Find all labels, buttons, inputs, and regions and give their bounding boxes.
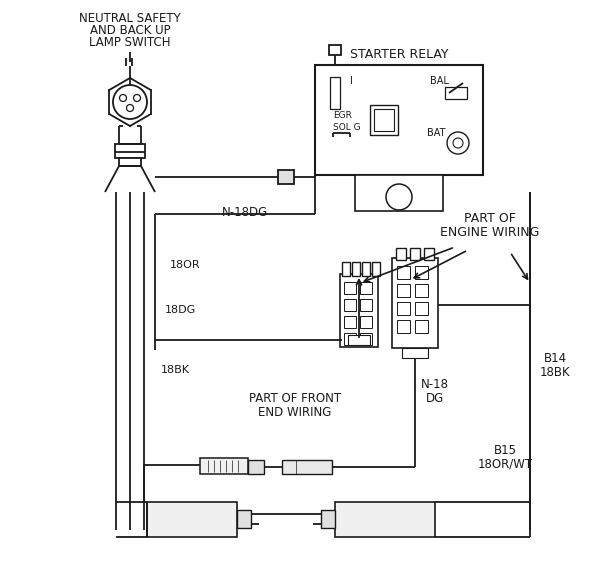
Bar bbox=[415, 302, 428, 315]
Bar bbox=[321, 510, 335, 528]
Bar bbox=[344, 333, 356, 345]
Bar bbox=[362, 262, 370, 276]
Bar bbox=[415, 320, 428, 333]
Bar bbox=[397, 284, 410, 297]
Text: 18OR/WT: 18OR/WT bbox=[477, 457, 533, 470]
Bar bbox=[410, 248, 420, 260]
Bar bbox=[415, 266, 428, 279]
Text: AND BACK UP: AND BACK UP bbox=[89, 23, 170, 36]
Text: LAMP SWITCH: LAMP SWITCH bbox=[89, 36, 170, 49]
Bar bbox=[147, 502, 237, 537]
Bar bbox=[342, 262, 350, 276]
Bar bbox=[355, 175, 443, 211]
Bar bbox=[344, 282, 356, 294]
Bar bbox=[360, 299, 372, 311]
Bar bbox=[340, 274, 378, 347]
Text: STARTER RELAY: STARTER RELAY bbox=[350, 49, 448, 61]
Bar bbox=[397, 266, 410, 279]
Text: ENGINE WIRING: ENGINE WIRING bbox=[440, 225, 540, 239]
Bar bbox=[335, 502, 435, 537]
Bar bbox=[237, 510, 251, 528]
Bar bbox=[392, 258, 438, 348]
Text: B15: B15 bbox=[494, 443, 516, 456]
Bar bbox=[315, 65, 483, 175]
Text: SOL G: SOL G bbox=[333, 122, 361, 132]
Text: NEUTRAL SAFETY: NEUTRAL SAFETY bbox=[79, 12, 181, 25]
Bar bbox=[348, 335, 370, 345]
Bar bbox=[402, 348, 428, 358]
Text: 18BK: 18BK bbox=[160, 365, 189, 375]
Text: 18BK: 18BK bbox=[540, 366, 570, 378]
Text: BAT: BAT bbox=[427, 128, 446, 138]
Text: DG: DG bbox=[426, 391, 444, 404]
Bar bbox=[278, 170, 294, 184]
Bar bbox=[344, 299, 356, 311]
Bar bbox=[415, 284, 428, 297]
Bar bbox=[360, 282, 372, 294]
Bar bbox=[115, 144, 145, 158]
Bar bbox=[352, 262, 360, 276]
Bar bbox=[374, 109, 394, 131]
Bar bbox=[330, 77, 340, 109]
Bar bbox=[397, 302, 410, 315]
Text: N-18DG: N-18DG bbox=[222, 205, 268, 219]
Bar bbox=[282, 460, 332, 474]
Bar bbox=[200, 458, 248, 474]
Text: EGR: EGR bbox=[333, 111, 352, 119]
Bar bbox=[370, 105, 398, 135]
Bar bbox=[344, 316, 356, 328]
Bar bbox=[360, 316, 372, 328]
Bar bbox=[424, 248, 434, 260]
Text: B14: B14 bbox=[543, 352, 567, 364]
Text: 18OR: 18OR bbox=[170, 260, 200, 270]
Bar bbox=[396, 248, 406, 260]
Bar bbox=[360, 333, 372, 345]
Bar bbox=[397, 320, 410, 333]
Bar bbox=[119, 158, 141, 166]
Text: I: I bbox=[349, 76, 352, 86]
Text: PART OF: PART OF bbox=[464, 212, 516, 225]
Bar bbox=[248, 460, 264, 474]
Bar bbox=[329, 45, 341, 55]
Text: BAL: BAL bbox=[430, 76, 449, 86]
Text: END WIRING: END WIRING bbox=[258, 405, 332, 418]
Text: PART OF FRONT: PART OF FRONT bbox=[249, 391, 341, 404]
Text: N-18: N-18 bbox=[421, 378, 449, 391]
Bar bbox=[445, 87, 467, 99]
Bar bbox=[372, 262, 380, 276]
Text: 18DG: 18DG bbox=[165, 305, 195, 315]
